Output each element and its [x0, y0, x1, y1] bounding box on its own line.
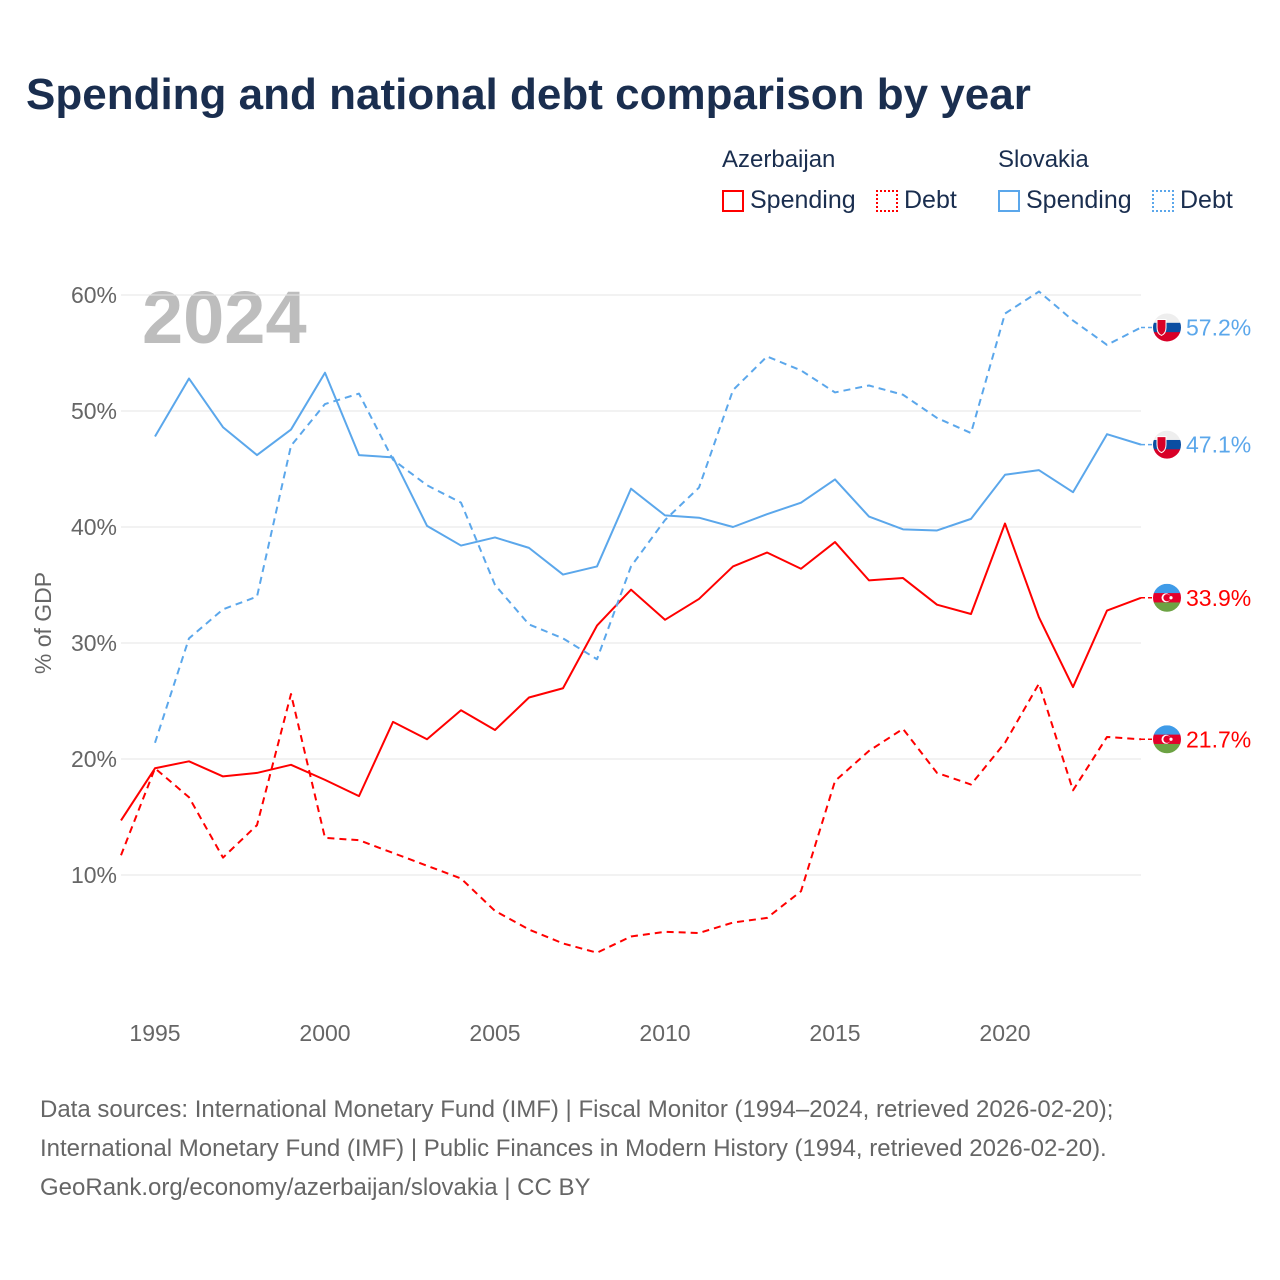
- x-tick-label: 1995: [129, 1020, 180, 1046]
- flag-stripe: [1153, 583, 1181, 594]
- slovakia-flag-icon: [1153, 430, 1181, 459]
- x-tick-label: 2005: [469, 1020, 520, 1046]
- series-line-slovakia-spending: [154, 371, 1142, 576]
- flag-shield: [1156, 318, 1167, 337]
- legend-azerbaijan-debt[interactable]: Debt: [876, 186, 957, 215]
- y-tick-label: 60%: [71, 282, 117, 308]
- legend-slovakia-spending[interactable]: Spending: [998, 186, 1132, 215]
- legend-label: Spending: [750, 186, 856, 214]
- series-line-azerbaijan-debt: [120, 682, 1142, 954]
- legend-swatch-solid: [998, 189, 1020, 212]
- end-value-label: 33.9%: [1186, 585, 1251, 611]
- legend-azerbaijan-spending[interactable]: Spending: [722, 186, 856, 215]
- flag-star: [1169, 596, 1173, 600]
- flag-stripe: [1153, 602, 1181, 612]
- y-tick-label: 10%: [71, 862, 117, 888]
- flag-stripe: [1153, 439, 1181, 450]
- flag-stripe: [1153, 449, 1181, 459]
- x-tick-label: 2000: [299, 1020, 350, 1046]
- footer-credit[interactable]: GeoRank.org/economy/azerbaijan/slovakia …: [40, 1174, 591, 1201]
- flag-stripe: [1153, 430, 1181, 441]
- legend-label: Debt: [1180, 186, 1233, 214]
- flag-shield: [1156, 436, 1167, 454]
- legend-slovakia-debt[interactable]: Debt: [1152, 186, 1233, 215]
- y-axis-label: % of GDP: [30, 572, 56, 674]
- x-tick-label: 2015: [809, 1020, 860, 1046]
- series-line-slovakia-debt: [154, 290, 1142, 744]
- footer-source-2: International Monetary Fund (IMF) | Publ…: [40, 1135, 1107, 1162]
- flag-stripe: [1153, 313, 1181, 324]
- legend-label: Debt: [904, 186, 957, 214]
- legend-swatch-dotted: [876, 189, 898, 212]
- y-tick-label: 50%: [71, 398, 117, 424]
- footer-source-1: Data sources: International Monetary Fun…: [40, 1096, 1114, 1123]
- end-value-label: 21.7%: [1186, 726, 1251, 752]
- flag-stripe: [1153, 743, 1181, 754]
- end-value-label: 57.2%: [1186, 314, 1251, 340]
- flag-stripe: [1153, 725, 1181, 736]
- y-tick-label: 20%: [71, 746, 117, 772]
- y-tick-label: 30%: [71, 630, 117, 656]
- flag-crescent-cut: [1163, 735, 1171, 743]
- slovakia-flag-icon: [1153, 313, 1181, 342]
- legend-country-azerbaijan: Azerbaijan: [722, 146, 836, 173]
- azerbaijan-flag-icon: [1153, 583, 1181, 612]
- year-watermark: 2024: [142, 276, 307, 359]
- legend-swatch-dotted: [1152, 189, 1174, 212]
- x-tick-label: 2010: [639, 1020, 690, 1046]
- legend-label: Spending: [1026, 186, 1132, 214]
- y-tick-label: 40%: [71, 514, 117, 540]
- end-value-label: 47.1%: [1186, 432, 1251, 458]
- azerbaijan-flag-icon: [1153, 725, 1181, 754]
- flag-star: [1169, 737, 1173, 741]
- x-tick-label: 2020: [979, 1020, 1030, 1046]
- flag-stripe: [1153, 332, 1181, 342]
- series-line-azerbaijan-spending: [120, 522, 1142, 822]
- legend-country-slovakia: Slovakia: [998, 146, 1089, 173]
- flag-crescent-cut: [1163, 594, 1171, 602]
- legend-swatch-solid: [722, 189, 744, 212]
- chart-title: Spending and national debt comparison by…: [26, 70, 1031, 119]
- footer: Data sources: International Monetary Fun…: [40, 1090, 1113, 1207]
- flag-stripe: [1153, 322, 1181, 333]
